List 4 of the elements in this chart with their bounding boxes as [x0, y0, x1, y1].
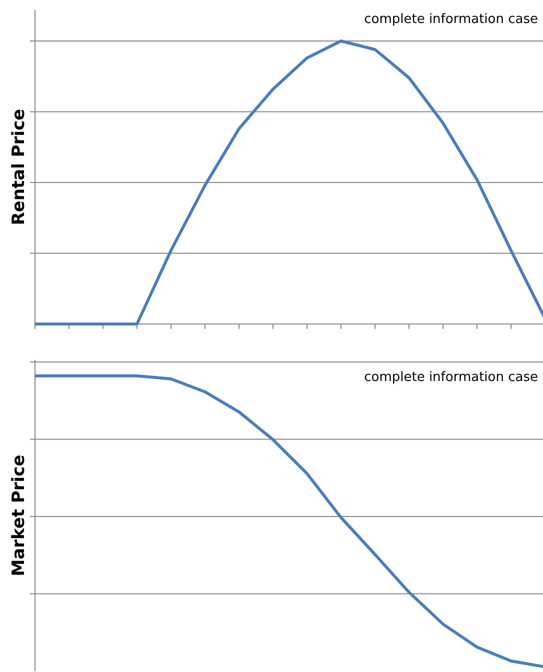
y-axis-title: Rental Price: [9, 108, 29, 226]
annotation: complete information case: [364, 370, 538, 385]
text: complete information case: [364, 12, 538, 27]
y-axis-title: Market Price: [9, 454, 29, 576]
